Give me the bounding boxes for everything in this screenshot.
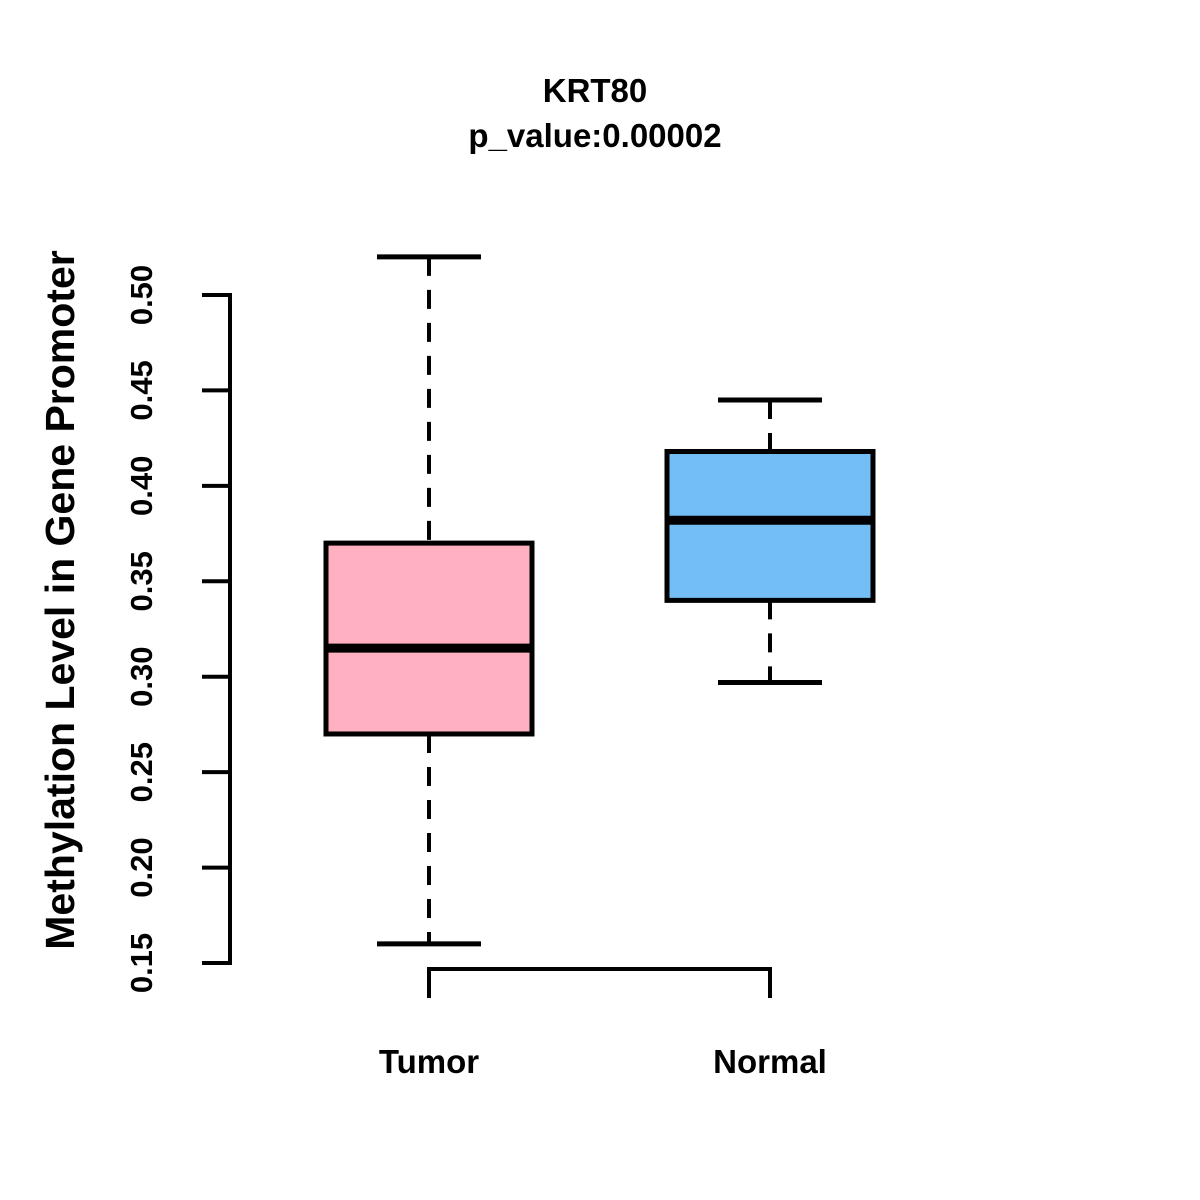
chart-title: KRT80 — [543, 72, 648, 109]
y-axis-tick-label: 0.25 — [124, 742, 159, 802]
box-tumor — [323, 540, 535, 737]
y-axis-title: Methylation Level in Gene Promoter — [37, 250, 83, 949]
x-category-label-normal: Normal — [713, 1043, 827, 1080]
y-axis-tick-label: 0.30 — [124, 647, 159, 707]
y-axis-tick-label: 0.45 — [124, 360, 159, 420]
chart-subtitle: p_value:0.00002 — [468, 117, 721, 154]
y-axis-tick-label: 0.35 — [124, 551, 159, 611]
plot-layer: 0.15 0.20 0.25 0.30 0.35 0.40 0.45 0.50 — [124, 254, 876, 998]
y-axis-tick-label: 0.15 — [124, 933, 159, 993]
y-axis-tick-label: 0.40 — [124, 456, 159, 516]
box-normal — [664, 449, 876, 603]
x-category-label-tumor: Tumor — [379, 1043, 479, 1080]
y-axis-tick-label: 0.20 — [124, 837, 159, 897]
x-axis-bracket — [427, 967, 772, 998]
y-axis-tick-label: 0.50 — [124, 265, 159, 325]
